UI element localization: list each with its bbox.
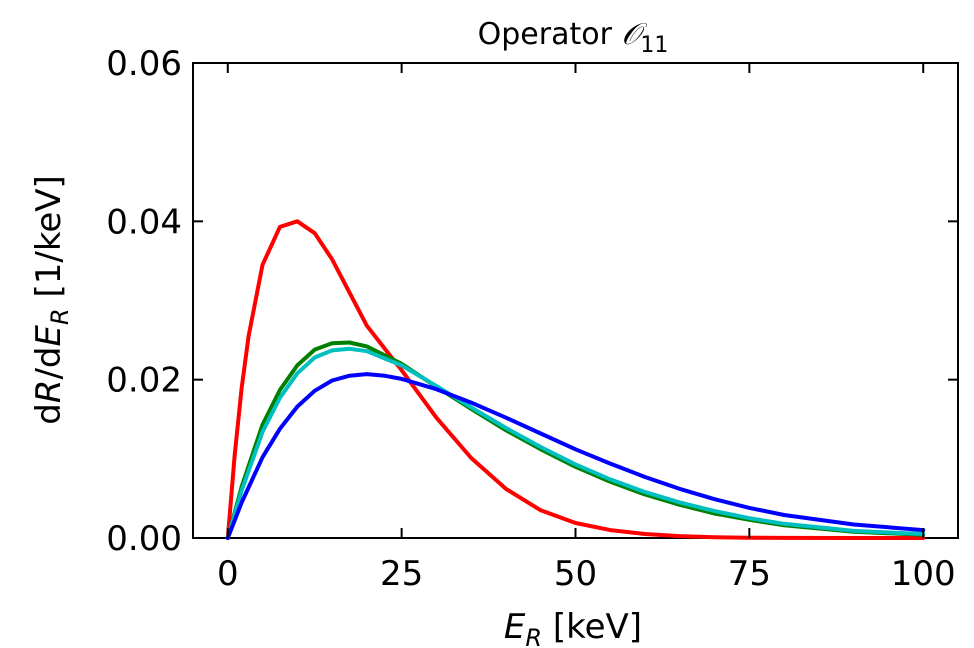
series-line-3	[225, 346, 926, 540]
series-line-1	[225, 219, 926, 540]
y-tick-label: 0.02	[106, 361, 182, 401]
y-axis-label-unit: [1/keV]	[29, 175, 69, 308]
x-tick-labels: 0 25 50 75 100	[217, 554, 956, 594]
x-axis-label: ER [keV]	[504, 607, 642, 648]
y-axis-label-mid: /d	[29, 346, 69, 379]
y-axis-label-var1: R	[29, 380, 69, 404]
x-axis-label-sub: R	[525, 624, 542, 648]
x-tick-label: 75	[728, 554, 771, 594]
chart-title-subscript: 11	[640, 33, 668, 58]
y-tick-labels: 0.00 0.02 0.04 0.06	[106, 44, 182, 559]
x-tick-label: 25	[380, 554, 423, 594]
y-axis-label-var2: E	[29, 324, 69, 346]
series-lines	[225, 219, 926, 540]
y-axis-label-sub: R	[46, 308, 74, 325]
chart-title-prefix: Operator	[478, 17, 622, 52]
y-tick-label: 0.04	[106, 202, 182, 242]
y-axis-label-pre: d	[29, 403, 69, 425]
y-axis-label: dR/dER [1/keV]	[29, 175, 74, 425]
x-tick-label: 50	[554, 554, 597, 594]
x-axis-label-unit: [keV]	[542, 607, 642, 647]
y-tick-label: 0.00	[106, 519, 182, 559]
axis-ticks	[193, 62, 958, 539]
y-tick-label: 0.06	[106, 44, 182, 84]
series-line-4	[225, 372, 926, 540]
x-axis-label-var: E	[504, 607, 526, 647]
x-tick-label: 100	[891, 554, 956, 594]
x-tick-label: 0	[217, 554, 239, 594]
series-line-2	[225, 340, 926, 540]
chart-title: Operator 𝒪11	[478, 17, 669, 58]
